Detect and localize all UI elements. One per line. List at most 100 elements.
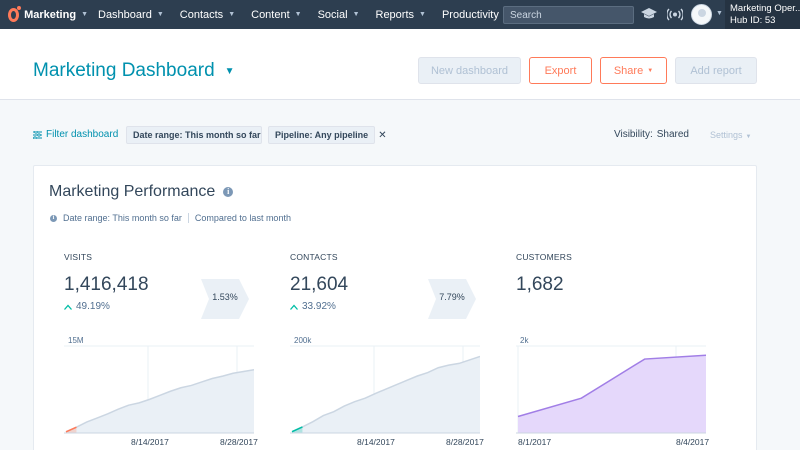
academy-icon[interactable] [641, 8, 657, 20]
account-menu[interactable]: Marketing Oper... Hub ID: 53 [725, 0, 800, 29]
chart-svg [516, 345, 706, 434]
page-header: Marketing Dashboard ▼ New dashboard Expo… [0, 29, 800, 100]
chevron-down-icon: ▼ [228, 11, 236, 18]
chevron-down-icon: ▼ [294, 11, 302, 18]
conversion-rate: 1.53% [212, 292, 238, 302]
settings-dropdown[interactable]: Settings ▼ [710, 130, 751, 140]
metric-change-value: 33.92% [302, 301, 336, 312]
contacts-chart [290, 336, 480, 450]
account-name: Marketing Oper... [730, 3, 800, 14]
card-subtitle: i Date range: This month so far Compared… [50, 213, 291, 223]
filter-dashboard-link[interactable]: Filter dashboard [33, 129, 118, 140]
metric-value: 21,604 [290, 274, 349, 295]
brand-label: Marketing [24, 8, 77, 21]
filter-chip-label: Pipeline: Any pipeline [275, 130, 369, 140]
brand-menu[interactable]: Marketing ▼ [0, 0, 88, 29]
compare-text: Compared to last month [194, 213, 291, 223]
hub-id: Hub ID: 53 [730, 15, 776, 26]
filter-chip-pipeline: Pipeline: Any pipeline ✕ [268, 126, 387, 144]
filter-chip-date-range: Date range: This month so far ✕ [126, 126, 279, 144]
chevron-down-icon: ▼ [647, 67, 654, 74]
nav-item-label: Social [317, 8, 348, 21]
nav-item-label: Content [251, 8, 290, 21]
chevron-down-icon: ▼ [156, 11, 164, 18]
new-dashboard-button[interactable]: New dashboard [418, 57, 521, 84]
filter-icon [33, 130, 42, 139]
metric-value: 1,682 [516, 274, 564, 295]
metric-change-value: 49.19% [76, 301, 110, 312]
arrow-up-icon [290, 304, 298, 310]
page-title: Marketing Dashboard [33, 60, 215, 81]
share-button-label: Share [613, 64, 644, 77]
chevron-down-icon: ▼ [81, 11, 88, 18]
arrow-up-icon [64, 304, 72, 310]
notifications-icon[interactable] [667, 8, 683, 21]
visibility-value: Shared [656, 129, 689, 140]
chart-svg [290, 345, 480, 434]
y-axis-max-label: 2k [520, 336, 529, 345]
x-tick-label: 8/1/2017 [518, 437, 552, 447]
chevron-down-icon: ▼ [419, 11, 426, 18]
close-icon[interactable]: ✕ [378, 129, 387, 141]
highlight-line [291, 426, 303, 433]
info-icon: i [50, 214, 57, 222]
add-report-button[interactable]: Add report [675, 57, 757, 84]
nav-item-contacts[interactable]: Contacts ▼ [174, 0, 241, 29]
chevron-down-icon[interactable]: ▼ [716, 10, 723, 17]
metric-label: Customers [516, 252, 572, 262]
metric-label: Visits [64, 252, 93, 262]
dashboard-selector[interactable]: Marketing Dashboard ▼ [33, 60, 235, 82]
x-tick-label: 8/4/2017 [676, 437, 710, 447]
conversion-rate-badge: 1.53% [201, 279, 249, 319]
nav-item-dashboard[interactable]: Dashboard ▼ [92, 0, 170, 29]
search-input[interactable] [503, 6, 634, 24]
settings-label: Settings [710, 130, 743, 140]
marketing-performance-card: Marketing Performance i i Date range: Th… [33, 165, 757, 450]
nav-item-content[interactable]: Content ▼ [245, 0, 307, 29]
chevron-arrow-icon [428, 279, 476, 319]
chevron-arrow-icon [201, 279, 249, 319]
chevron-down-icon: ▼ [352, 11, 360, 18]
series-area [518, 355, 706, 433]
chart-svg [64, 345, 254, 434]
nav-item-social[interactable]: Social ▼ [312, 0, 366, 29]
chevron-down-icon: ▼ [224, 65, 235, 77]
conversion-rate-badge: 7.79% [428, 279, 476, 319]
info-icon[interactable]: i [223, 187, 234, 197]
series-area [292, 356, 480, 433]
share-button[interactable]: Share ▼ [600, 57, 667, 84]
top-navigation: Marketing ▼ Dashboard ▼ Contacts ▼ Content… [0, 0, 800, 29]
metric-change: 33.92% [290, 301, 336, 312]
y-axis-max-label: 200k [294, 336, 312, 345]
date-range-text: Date range: This month so far [63, 213, 182, 223]
x-tick-label: 8/28/2017 [446, 437, 484, 447]
divider [187, 213, 189, 223]
series-line [517, 354, 706, 418]
avatar[interactable] [691, 4, 712, 25]
metric-change: 49.19% [64, 301, 110, 312]
nav-item-label: Dashboard [98, 8, 152, 21]
card-title-row: Marketing Performance i [49, 183, 234, 201]
visibility-label: Visibility: [614, 129, 653, 140]
nav-item-label: Productivity [441, 8, 499, 21]
export-button[interactable]: Export [529, 57, 592, 84]
conversion-rate: 7.79% [439, 292, 465, 302]
x-tick-label: 8/14/2017 [131, 437, 169, 447]
filter-dashboard-label: Filter dashboard [46, 129, 119, 140]
card-title: Marketing Performance [49, 183, 216, 200]
filter-chip-label: Date range: This month so far [133, 130, 261, 140]
highlight-line [65, 426, 77, 433]
customers-chart [516, 336, 706, 450]
nav-item-label: Reports [375, 8, 415, 21]
hubspot-sprocket-icon [8, 5, 22, 22]
visits-chart [64, 336, 254, 450]
x-tick-label: 8/14/2017 [357, 437, 395, 447]
visibility-setting[interactable]: Visibility: Shared [614, 129, 689, 140]
chevron-down-icon: ▼ [745, 134, 752, 140]
y-axis-max-label: 15M [68, 336, 84, 345]
metric-label: Contacts [290, 252, 338, 262]
nav-item-label: Contacts [179, 8, 224, 21]
nav-item-reports[interactable]: Reports ▼ [370, 0, 432, 29]
series-area [66, 369, 254, 433]
metric-value: 1,416,418 [64, 274, 149, 295]
